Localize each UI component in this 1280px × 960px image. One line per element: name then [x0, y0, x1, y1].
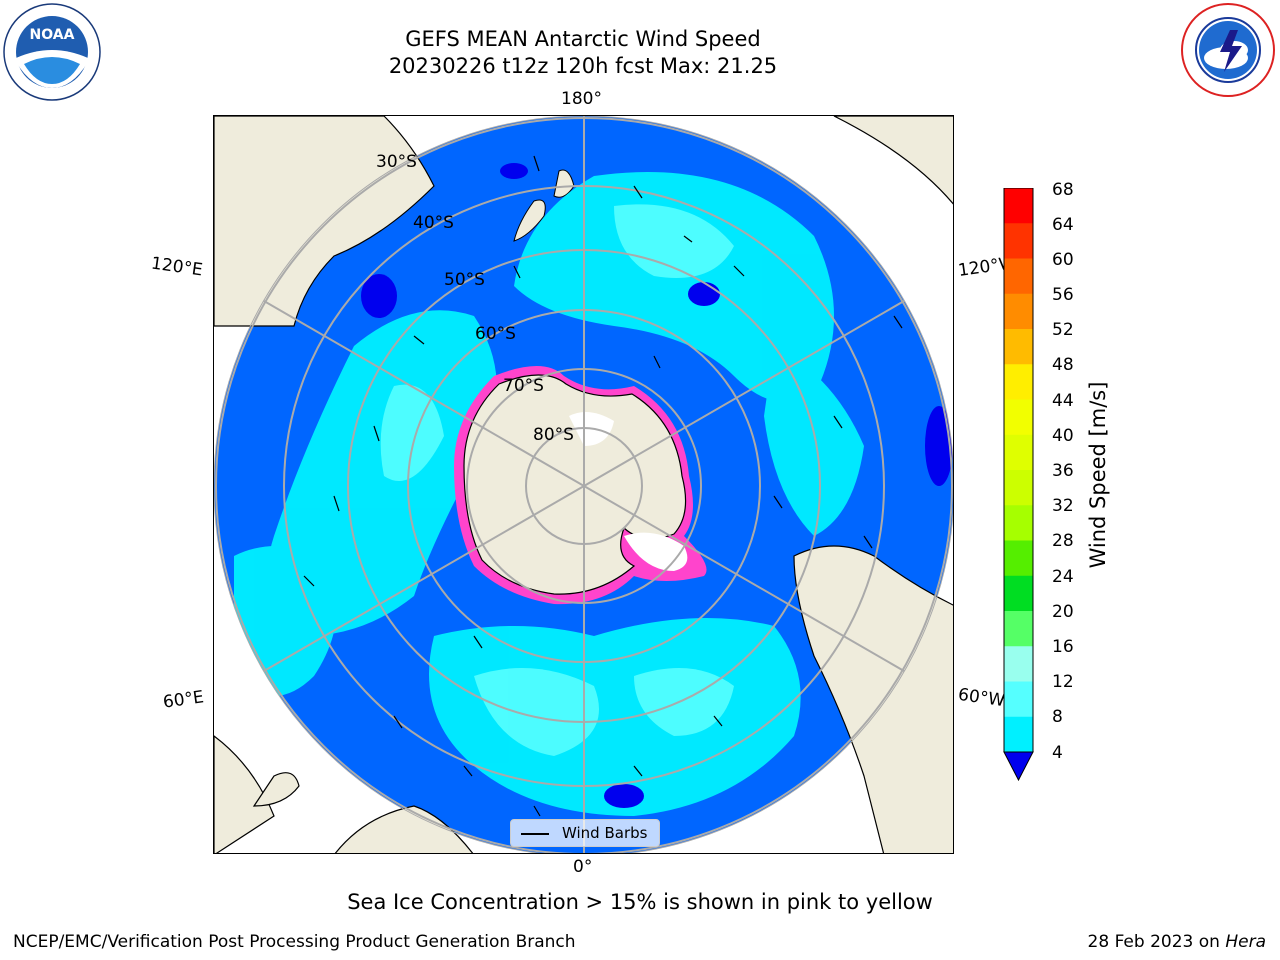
footer-date-text: 28 Feb 2023 on: [1087, 932, 1226, 952]
colorbar-tick: 16: [1052, 637, 1074, 657]
footer-host: Hera: [1225, 932, 1266, 952]
nws-logo-icon: [1181, 3, 1275, 97]
colorbar-cell: [1004, 329, 1033, 365]
colorbar-cell: [1004, 505, 1033, 541]
map-panel: Wind Barbs: [213, 115, 954, 854]
colorbar-tick: 44: [1052, 391, 1074, 411]
colorbar-cell: [1004, 646, 1033, 682]
colorbar-cell: [1004, 258, 1033, 295]
colorbar-tick: 12: [1052, 672, 1074, 692]
colorbar-tick: 52: [1052, 320, 1074, 340]
colorbar-cell: [1004, 293, 1033, 330]
legend-label: Wind Barbs: [562, 824, 648, 842]
polar-map: [214, 116, 953, 853]
colorbar-cell: [1004, 716, 1033, 753]
colorbar-tick: 28: [1052, 531, 1074, 551]
colorbar-tick: 40: [1052, 426, 1074, 446]
noaa-logo-icon: NOAA: [3, 3, 101, 101]
sea-ice-note: Sea Ice Concentration > 15% is shown in …: [347, 890, 933, 914]
colorbar-tick: 56: [1052, 285, 1074, 305]
map-subtitle: 20230226 t12z 120h fcst Max: 21.25: [388, 54, 778, 78]
colorbar-cell: [1004, 188, 1033, 224]
colorbar-cell: [1004, 434, 1033, 471]
colorbar-tick: 24: [1052, 567, 1074, 587]
colorbar-tick: 8: [1052, 707, 1063, 727]
colorbar-tick: 48: [1052, 355, 1074, 375]
lon-label-180: 180°: [561, 89, 602, 109]
lon-label-120e: 120°E: [149, 253, 204, 281]
colorbar-cell: [1004, 540, 1033, 577]
colorbar-cell: [1004, 611, 1033, 647]
colorbar-tick: 64: [1052, 215, 1074, 235]
colorbar-cell: [1004, 364, 1033, 400]
colorbar-cell: [1004, 223, 1033, 259]
noaa-logo-text: NOAA: [30, 27, 75, 43]
lon-label-60e: 60°E: [161, 687, 206, 713]
colorbar-tick: 4: [1052, 743, 1063, 763]
colorbar-tick: 36: [1052, 461, 1074, 481]
colorbar-tick: 20: [1052, 602, 1074, 622]
colorbar-label: Wind Speed [m/s]: [1086, 381, 1110, 569]
colorbar-tick: 68: [1052, 180, 1074, 200]
colorbar-tick: 60: [1052, 250, 1074, 270]
wind-barbs: [303, 155, 903, 817]
map-legend: Wind Barbs: [510, 819, 660, 847]
footer-date: 28 Feb 2023 on Hera: [1088, 932, 1266, 952]
map-title: GEFS MEAN Antarctic Wind Speed: [405, 27, 761, 51]
colorbar-cell: [1004, 575, 1033, 612]
lon-label-0: 0°: [573, 857, 593, 877]
colorbar: [1003, 188, 1034, 782]
lat-label-70s: 70°S: [503, 376, 544, 396]
colorbar-cell: [1004, 470, 1033, 506]
colorbar-under-arrow: [1003, 751, 1034, 782]
colorbar-cell: [1004, 681, 1033, 718]
lat-label-80s: 80°S: [533, 425, 574, 445]
colorbar-cell: [1004, 399, 1033, 436]
footer-credit: NCEP/EMC/Verification Post Processing Pr…: [13, 932, 576, 952]
colorbar-tick: 32: [1052, 496, 1074, 516]
lon-label-60w: 60°W: [956, 684, 1007, 712]
lat-label-40s: 40°S: [413, 213, 454, 233]
lat-label-30s: 30°S: [376, 152, 417, 172]
lat-label-60s: 60°S: [475, 324, 516, 344]
legend-line-icon: [521, 833, 549, 835]
lat-label-50s: 50°S: [444, 270, 485, 290]
